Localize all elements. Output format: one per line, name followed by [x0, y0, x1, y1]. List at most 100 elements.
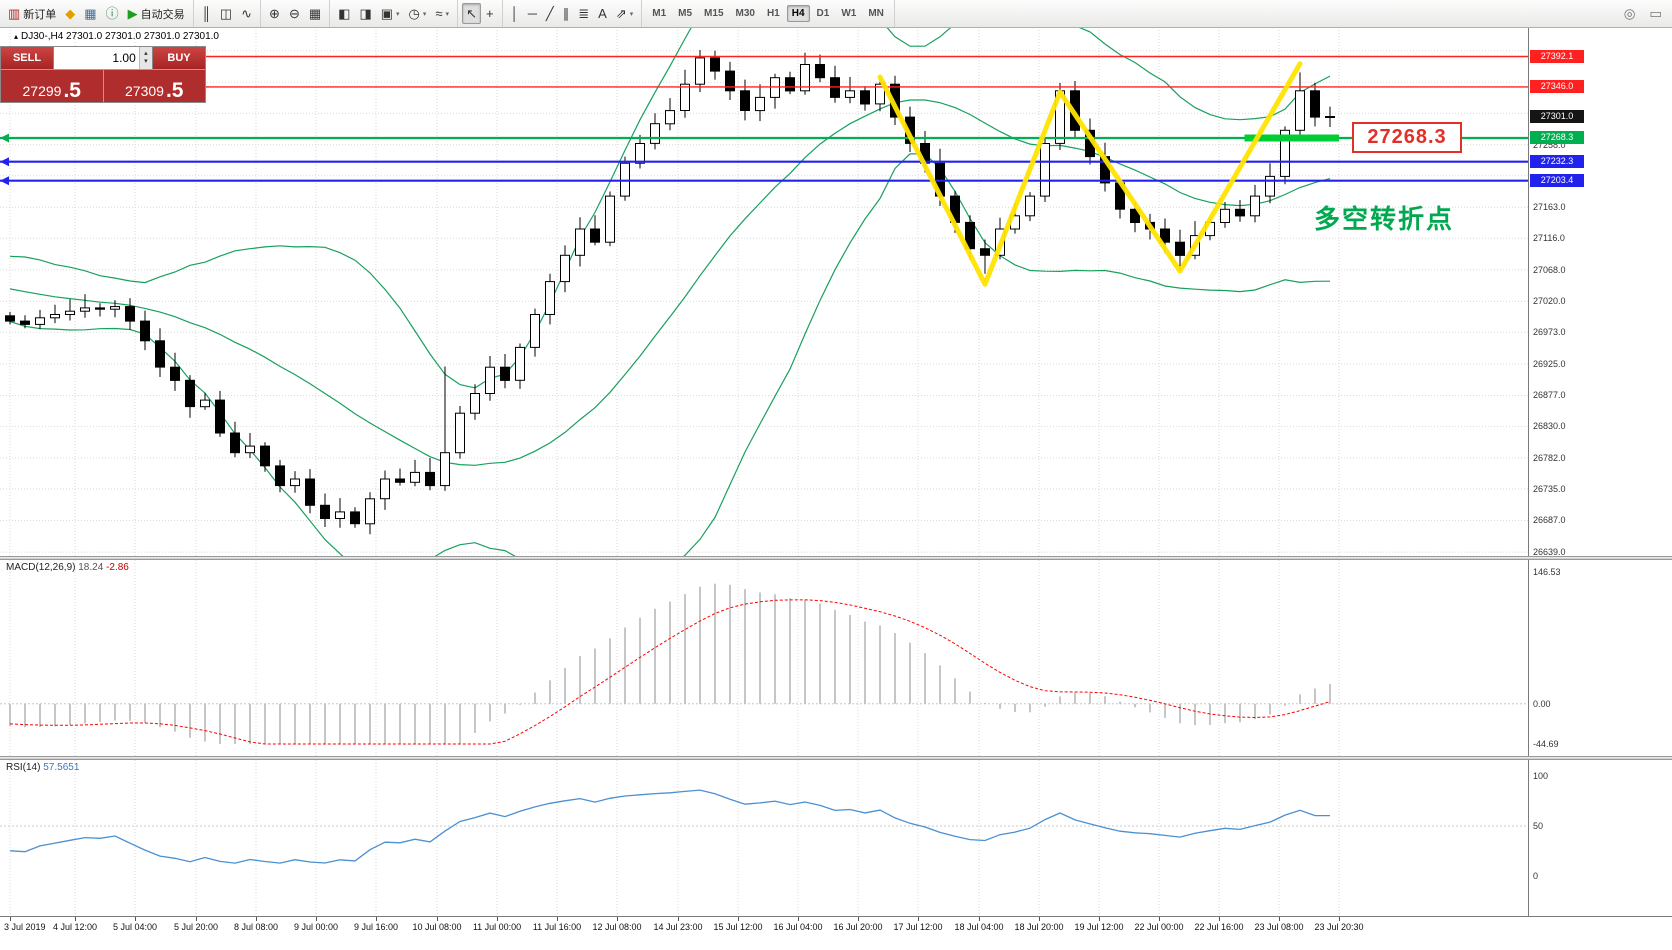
- chart-symbol-period: DJ30-,H4: [21, 31, 64, 42]
- macd-panel-canvas[interactable]: [0, 560, 1528, 756]
- candle: [515, 346, 525, 381]
- toolbar-group-draw: │ ─ ╱ ∥ ≣ A ⇗ ▾: [503, 0, 643, 27]
- candle: [410, 471, 420, 483]
- macd-histogram-layer: [9, 583, 1331, 744]
- trendline-button[interactable]: ╱: [542, 3, 558, 24]
- timeframe-m30-button[interactable]: M30: [731, 5, 760, 22]
- candle: [1295, 90, 1305, 131]
- sell-price-frac: .5: [63, 79, 81, 102]
- volume-input[interactable]: [54, 47, 139, 69]
- candle: [110, 306, 120, 310]
- candle: [575, 228, 585, 256]
- rsi-panel-divider[interactable]: [0, 756, 1672, 760]
- one-click-trading-panel: SELL ▴ ▾ BUY 27299 .5 27309 .5: [0, 46, 206, 103]
- support-line-green-arrow-icon: [0, 133, 9, 143]
- horizontal-line-button[interactable]: ─: [524, 3, 541, 24]
- grid-button[interactable]: ▦: [305, 3, 325, 24]
- candle: [65, 310, 75, 316]
- timeframe-h4-button[interactable]: H4: [786, 5, 810, 22]
- search-icon[interactable]: ◎: [1620, 3, 1640, 24]
- grid-icon: ▦: [308, 6, 322, 21]
- rsi-value: 57.5651: [43, 762, 80, 773]
- buy-price[interactable]: 27309 .5: [103, 70, 205, 102]
- timeframe-m1-button[interactable]: M1: [647, 5, 671, 22]
- timeframe-m5-button[interactable]: M5: [673, 5, 697, 22]
- cursor-button[interactable]: ↖: [462, 3, 481, 24]
- chevron-down-icon: ▾: [445, 10, 450, 18]
- cascade-windows-button[interactable]: ◨: [355, 3, 375, 24]
- zoom-in-button[interactable]: ⊕: [265, 3, 284, 24]
- zigzag-drawing[interactable]: [877, 61, 1303, 287]
- timeframe-mn-button[interactable]: MN: [863, 5, 889, 22]
- candle: [1220, 208, 1230, 224]
- line-chart-button[interactable]: ∿: [237, 3, 256, 24]
- main-chart-canvas[interactable]: [0, 27, 1528, 556]
- candle-chart-button[interactable]: ◫: [216, 3, 236, 24]
- toolbar-group-windows: ◧ ◨ ▣ ▾ ◷ ▾ ≈ ▾: [330, 0, 459, 27]
- candle: [815, 64, 825, 79]
- bar-chart-button[interactable]: ║: [198, 3, 215, 24]
- mql-market-button[interactable]: ◆: [61, 3, 79, 24]
- candle: [800, 64, 810, 92]
- text-icon: A: [598, 6, 607, 21]
- timeframe-m15-button[interactable]: M15: [699, 5, 728, 22]
- zoom-out-button[interactable]: ⊖: [285, 3, 304, 24]
- candle: [725, 70, 735, 92]
- macd-signal-line: [9, 599, 1331, 745]
- candle: [545, 281, 555, 316]
- candle: [305, 478, 315, 506]
- chevron-down-icon: ▾: [396, 10, 400, 18]
- toolbar-group-cursor: ↖ +: [458, 0, 503, 27]
- buy-button[interactable]: BUY: [153, 47, 205, 69]
- candle: [740, 90, 750, 111]
- arrange-button[interactable]: ▣ ▾: [377, 3, 404, 24]
- candle: [665, 110, 675, 125]
- sell-price[interactable]: 27299 .5: [1, 70, 104, 102]
- bollinger-upper-band: [9, 27, 1331, 389]
- chat-icon[interactable]: ▭: [1645, 3, 1666, 24]
- volume-down-icon[interactable]: ▾: [144, 58, 148, 65]
- volume-stepper[interactable]: ▴ ▾: [138, 47, 152, 69]
- candle: [185, 379, 195, 408]
- support-line-blue-1-arrow-icon: [0, 157, 9, 167]
- support-highlight-bar: [1244, 134, 1339, 142]
- rsi-panel-canvas[interactable]: [0, 760, 1528, 916]
- fibonacci-button[interactable]: ≣: [574, 3, 593, 24]
- chart-window: ▴ DJ30-,H4 27301.0 27301.0 27301.0 27301.…: [0, 27, 1672, 950]
- timeframe-h1-button[interactable]: H1: [762, 5, 785, 22]
- candle: [1280, 129, 1290, 177]
- timeframe-w1-button[interactable]: W1: [836, 5, 861, 22]
- candle: [785, 77, 795, 92]
- autotrade-button[interactable]: ▶ 自动交易: [124, 3, 189, 24]
- trendline-icon: ╱: [545, 6, 554, 21]
- candle: [1265, 175, 1275, 197]
- candle: [425, 471, 435, 487]
- arrows-button[interactable]: ⇗ ▾: [612, 3, 637, 24]
- tile-windows-button[interactable]: ◧: [334, 3, 354, 24]
- period-button[interactable]: ◷ ▾: [405, 3, 431, 24]
- indicators-button[interactable]: ≈ ▾: [431, 3, 453, 24]
- horizontal-line-icon: ─: [527, 6, 537, 21]
- new-order-button[interactable]: ▥ 新订单: [4, 3, 60, 24]
- candle: [710, 57, 720, 72]
- terminal-icon: ▦: [84, 6, 97, 21]
- candle: [200, 399, 210, 408]
- main-toolbar: ▥ 新订单 ◆ ▦ ⓘ ▶ 自动交易 ║ ◫ ∿ ⊕ ⊖ ▦ ◧ ◨ ▣ ▾ ◷ ▾ ≈ ▾ ↖ + │ ─ ╱ ∥ ≣ A ⇗ ▾ M1 M5…: [0, 0, 1672, 28]
- macd-panel-divider[interactable]: [0, 556, 1672, 560]
- candle: [80, 307, 90, 312]
- candle: [125, 306, 135, 322]
- time-axis: [0, 916, 1672, 950]
- volume-up-icon[interactable]: ▴: [144, 50, 148, 57]
- crosshair-icon: +: [485, 6, 494, 21]
- rsi-line: [9, 789, 1330, 864]
- timeframe-d1-button[interactable]: D1: [812, 5, 835, 22]
- channel-button[interactable]: ∥: [559, 3, 574, 24]
- sell-button[interactable]: SELL: [1, 47, 53, 69]
- terminal-button[interactable]: ▦: [80, 3, 100, 24]
- info-button[interactable]: ⓘ: [102, 3, 123, 24]
- crosshair-button[interactable]: +: [482, 3, 498, 24]
- arrows-icon: ⇗: [615, 6, 627, 21]
- macd-main-value: 18.24: [78, 562, 104, 573]
- vertical-line-button[interactable]: │: [507, 3, 523, 24]
- text-button[interactable]: A: [594, 3, 611, 24]
